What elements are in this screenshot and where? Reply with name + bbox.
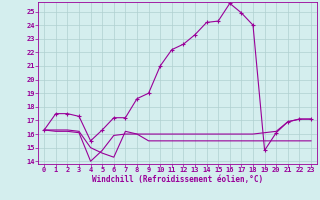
- X-axis label: Windchill (Refroidissement éolien,°C): Windchill (Refroidissement éolien,°C): [92, 175, 263, 184]
